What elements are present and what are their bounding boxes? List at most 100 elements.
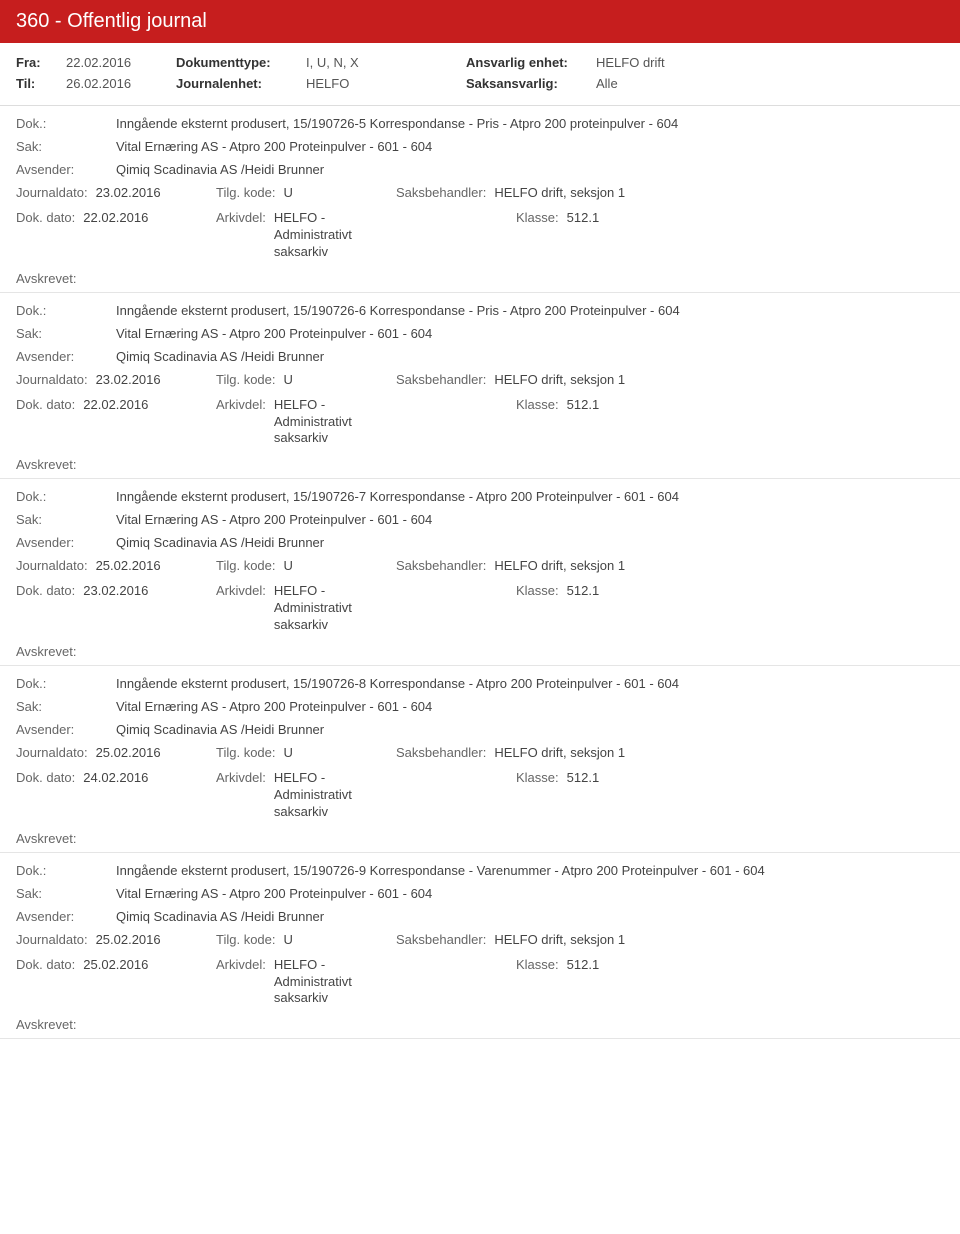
saksbehandler-value: HELFO drift, seksjon 1	[494, 932, 625, 947]
sak-label: Sak:	[16, 699, 116, 714]
avskrevet-label: Avskrevet:	[16, 831, 944, 846]
avsender-label: Avsender:	[16, 722, 116, 737]
klasse-value: 512.1	[567, 957, 600, 1008]
tilgkode-value: U	[284, 372, 293, 387]
avskrevet-label: Avskrevet:	[16, 1017, 944, 1032]
tilgkode-value: U	[284, 932, 293, 947]
saksbehandler-label: Saksbehandler:	[396, 558, 486, 573]
saksbehandler-value: HELFO drift, seksjon 1	[494, 372, 625, 387]
journaldato-value: 25.02.2016	[96, 558, 161, 573]
tilgkode-value: U	[284, 185, 293, 200]
klasse-value: 512.1	[567, 210, 600, 261]
dok-value: Inngående eksternt produsert, 15/190726-…	[116, 489, 679, 504]
fra-label: Fra:	[16, 55, 66, 70]
journaldato-label: Journaldato:	[16, 745, 88, 760]
dokdato-value: 24.02.2016	[83, 770, 148, 821]
tilgkode-value: U	[284, 558, 293, 573]
dok-label: Dok.:	[16, 863, 116, 878]
saksbehandler-label: Saksbehandler:	[396, 745, 486, 760]
dokdato-value: 22.02.2016	[83, 397, 148, 448]
sak-label: Sak:	[16, 512, 116, 527]
klasse-label: Klasse:	[516, 210, 559, 261]
arkivdel-value: HELFO - Administrativt saksarkiv	[274, 210, 394, 261]
saksbehandler-label: Saksbehandler:	[396, 372, 486, 387]
dok-label: Dok.:	[16, 489, 116, 504]
arkivdel-label: Arkivdel:	[216, 957, 266, 972]
journal-entry: Dok.:Inngående eksternt produsert, 15/19…	[0, 106, 960, 293]
journaldato-label: Journaldato:	[16, 185, 88, 200]
avsender-value: Qimiq Scadinavia AS /Heidi Brunner	[116, 349, 324, 364]
dok-value: Inngående eksternt produsert, 15/190726-…	[116, 303, 680, 318]
journalenhet-label: Journalenhet:	[176, 76, 306, 91]
journal-entry: Dok.:Inngående eksternt produsert, 15/19…	[0, 666, 960, 853]
journaldato-label: Journaldato:	[16, 558, 88, 573]
doktype-label: Dokumenttype:	[176, 55, 306, 70]
sak-label: Sak:	[16, 139, 116, 154]
tilgkode-label: Tilg. kode:	[216, 372, 276, 387]
avsender-value: Qimiq Scadinavia AS /Heidi Brunner	[116, 722, 324, 737]
sak-label: Sak:	[16, 326, 116, 341]
meta-row-2: Til: 26.02.2016 Journalenhet: HELFO Saks…	[16, 76, 944, 91]
tilgkode-label: Tilg. kode:	[216, 185, 276, 200]
avsender-label: Avsender:	[16, 535, 116, 550]
ansvarlig-value: HELFO drift	[596, 55, 665, 70]
dokdato-label: Dok. dato:	[16, 583, 75, 634]
saksansvarlig-label: Saksansvarlig:	[466, 76, 596, 91]
sak-value: Vital Ernæring AS - Atpro 200 Proteinpul…	[116, 699, 432, 714]
avsender-label: Avsender:	[16, 162, 116, 177]
tilgkode-label: Tilg. kode:	[216, 558, 276, 573]
meta-row-1: Fra: 22.02.2016 Dokumenttype: I, U, N, X…	[16, 55, 944, 70]
klasse-label: Klasse:	[516, 770, 559, 821]
avskrevet-label: Avskrevet:	[16, 644, 944, 659]
journaldato-value: 25.02.2016	[96, 932, 161, 947]
journal-entry: Dok.:Inngående eksternt produsert, 15/19…	[0, 479, 960, 666]
saksbehandler-value: HELFO drift, seksjon 1	[494, 745, 625, 760]
saksbehandler-label: Saksbehandler:	[396, 932, 486, 947]
dokdato-label: Dok. dato:	[16, 397, 75, 448]
sak-label: Sak:	[16, 886, 116, 901]
klasse-label: Klasse:	[516, 583, 559, 634]
saksbehandler-label: Saksbehandler:	[396, 185, 486, 200]
sak-value: Vital Ernæring AS - Atpro 200 Proteinpul…	[116, 326, 432, 341]
dokdato-label: Dok. dato:	[16, 210, 75, 261]
dok-value: Inngående eksternt produsert, 15/190726-…	[116, 676, 679, 691]
arkivdel-label: Arkivdel:	[216, 770, 266, 785]
avskrevet-label: Avskrevet:	[16, 457, 944, 472]
avsender-value: Qimiq Scadinavia AS /Heidi Brunner	[116, 162, 324, 177]
arkivdel-value: HELFO - Administrativt saksarkiv	[274, 957, 394, 1008]
dok-value: Inngående eksternt produsert, 15/190726-…	[116, 863, 765, 878]
tilgkode-value: U	[284, 745, 293, 760]
tilgkode-label: Tilg. kode:	[216, 932, 276, 947]
dokdato-label: Dok. dato:	[16, 957, 75, 1008]
journal-entry: Dok.:Inngående eksternt produsert, 15/19…	[0, 853, 960, 1040]
arkivdel-value: HELFO - Administrativt saksarkiv	[274, 397, 394, 448]
klasse-value: 512.1	[567, 397, 600, 448]
tilgkode-label: Tilg. kode:	[216, 745, 276, 760]
sak-value: Vital Ernæring AS - Atpro 200 Proteinpul…	[116, 886, 432, 901]
dokdato-label: Dok. dato:	[16, 770, 75, 821]
journaldato-value: 23.02.2016	[96, 185, 161, 200]
til-value: 26.02.2016	[66, 76, 176, 91]
meta-block: Fra: 22.02.2016 Dokumenttype: I, U, N, X…	[0, 43, 960, 106]
saksansvarlig-value: Alle	[596, 76, 618, 91]
page-title: 360 - Offentlig journal	[0, 0, 960, 43]
saksbehandler-value: HELFO drift, seksjon 1	[494, 558, 625, 573]
dok-label: Dok.:	[16, 676, 116, 691]
journaldato-value: 25.02.2016	[96, 745, 161, 760]
fra-value: 22.02.2016	[66, 55, 176, 70]
arkivdel-label: Arkivdel:	[216, 210, 266, 225]
journaldato-value: 23.02.2016	[96, 372, 161, 387]
klasse-value: 512.1	[567, 583, 600, 634]
klasse-value: 512.1	[567, 770, 600, 821]
dokdato-value: 22.02.2016	[83, 210, 148, 261]
arkivdel-label: Arkivdel:	[216, 583, 266, 598]
avsender-value: Qimiq Scadinavia AS /Heidi Brunner	[116, 909, 324, 924]
ansvarlig-label: Ansvarlig enhet:	[466, 55, 596, 70]
avsender-label: Avsender:	[16, 349, 116, 364]
arkivdel-value: HELFO - Administrativt saksarkiv	[274, 583, 394, 634]
saksbehandler-value: HELFO drift, seksjon 1	[494, 185, 625, 200]
klasse-label: Klasse:	[516, 957, 559, 1008]
journalenhet-value: HELFO	[306, 76, 466, 91]
journal-entry: Dok.:Inngående eksternt produsert, 15/19…	[0, 293, 960, 480]
dokdato-value: 23.02.2016	[83, 583, 148, 634]
